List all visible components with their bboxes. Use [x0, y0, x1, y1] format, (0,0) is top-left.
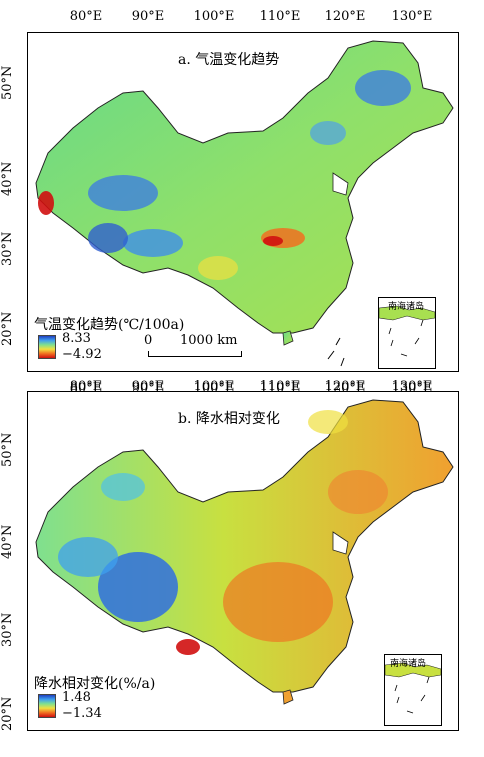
- lon-tick: 90°E: [131, 379, 165, 394]
- lat-tick: 30°N: [0, 612, 15, 647]
- south-china-sea-inset: [378, 297, 436, 369]
- lon-tick: 120°E: [324, 9, 366, 24]
- lat-tick: 40°N: [0, 161, 15, 196]
- lon-tick: 90°E: [131, 9, 165, 24]
- lon-tick: 120°E: [324, 379, 366, 394]
- panel-precipitation-change: 50°N 40°N 30°N 20°N b. 降水相对变化 降水相对变化(: [0, 379, 484, 757]
- lon-tick: 110°E: [259, 9, 301, 24]
- legend-title: 降水相对变化(%/a): [34, 676, 156, 692]
- china-map-precipitation: [35, 399, 454, 705]
- china-landmass: [35, 40, 454, 334]
- south-china-sea-inset: [384, 654, 442, 726]
- map-frame: b. 降水相对变化 降水相对变化(%/a) 1.48 −1.34 南海诸岛: [27, 391, 459, 731]
- lon-tick: 80°E: [69, 9, 103, 24]
- legend-min: −4.92: [62, 347, 102, 362]
- lon-tick: 130°E: [391, 379, 433, 394]
- legend-max: 8.33: [62, 331, 91, 346]
- lat-tick: 30°N: [0, 231, 15, 266]
- legend-min: −1.34: [62, 706, 102, 721]
- lon-tick: 100°E: [193, 379, 235, 394]
- china-map-temperature: [35, 40, 454, 367]
- scale-zero: 0: [144, 333, 153, 348]
- lat-tick: 50°N: [0, 432, 15, 467]
- legend-colorbar: [38, 335, 56, 359]
- legend-title: 气温变化趋势(℃/100a): [34, 317, 185, 333]
- legend-colorbar: [38, 694, 56, 718]
- inset-islands: [385, 662, 441, 714]
- map-frame: a. 气温变化趋势 气温变化趋势(℃/100a) 8.33 −4.92 0 10…: [27, 32, 459, 372]
- lon-tick: 130°E: [391, 9, 433, 24]
- lon-tick: 100°E: [193, 9, 235, 24]
- lat-tick: 50°N: [0, 65, 15, 100]
- scale-text: 1000 km: [180, 333, 238, 348]
- inset-label: 南海诸岛: [390, 659, 427, 669]
- inset-islands: [379, 305, 435, 357]
- legend-max: 1.48: [62, 690, 91, 705]
- scale-bar: [148, 351, 242, 357]
- lat-tick: 40°N: [0, 524, 15, 559]
- panel-title: a. 气温变化趋势: [178, 52, 280, 68]
- panel-title: b. 降水相对变化: [178, 411, 280, 427]
- lon-tick: 80°E: [69, 379, 103, 394]
- lat-tick: 20°N: [0, 696, 15, 731]
- inset-label: 南海诸岛: [388, 302, 425, 312]
- lat-tick: 20°N: [0, 311, 15, 346]
- lon-tick: 110°E: [259, 379, 301, 394]
- panel-temperature-trend: 80°E 90°E 100°E 110°E 120°E 130°E 50°N 4…: [0, 0, 484, 396]
